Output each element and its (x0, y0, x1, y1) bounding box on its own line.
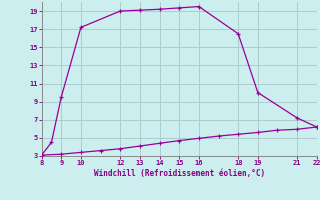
X-axis label: Windchill (Refroidissement éolien,°C): Windchill (Refroidissement éolien,°C) (94, 169, 265, 178)
